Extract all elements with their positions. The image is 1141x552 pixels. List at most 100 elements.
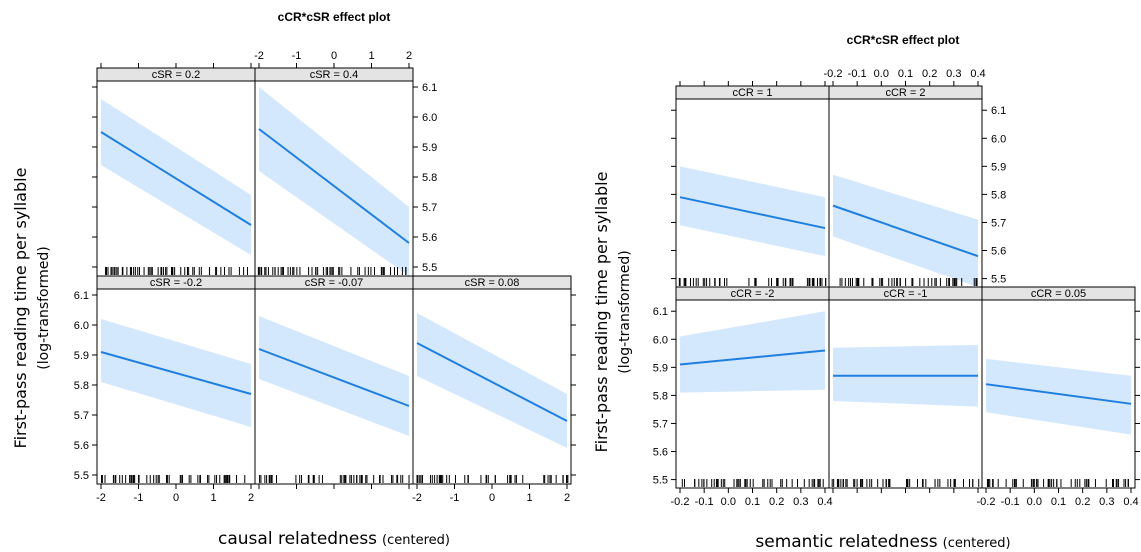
chart-title: cCR*cSR effect plot	[847, 33, 960, 47]
panel-strip-label: cSR = -0.07	[305, 277, 363, 289]
rug	[259, 475, 410, 483]
rug	[416, 475, 569, 483]
confidence-band	[680, 311, 825, 393]
chart-title: cCR*cSR effect plot	[278, 10, 391, 24]
fit-line	[832, 204, 979, 258]
y-axis-label-sub: (log-transformed)	[36, 246, 52, 369]
x-tick-label-bottom: 2	[564, 492, 570, 504]
y-axis-label: First-pass reading time per syllable	[592, 172, 611, 453]
confidence-band	[259, 316, 409, 436]
x-tick-label-top: -1	[292, 50, 302, 62]
x-tick-label-top: 0.4	[970, 68, 985, 80]
x-tick-label-bottom: 2	[248, 492, 254, 504]
panel-strip-label: cCR = 2	[885, 87, 925, 99]
y-axis-label-sub: (log-transformed)	[617, 250, 633, 373]
confidence-band	[417, 313, 567, 448]
fit-line	[258, 128, 410, 244]
rug	[681, 479, 824, 487]
panel-strip	[981, 286, 1136, 301]
x-tick-label-bottom: 0.3	[1099, 496, 1114, 508]
x-tick-label-bottom: 0.1	[745, 496, 760, 508]
y-tick-label-right: 5.5	[422, 262, 437, 274]
confidence-band	[680, 166, 825, 257]
x-axis-label-sub: (centered)	[382, 533, 450, 548]
y-axis-label: First-pass reading time per syllable	[11, 168, 30, 449]
x-axis-label-main: semantic relatedness	[755, 532, 937, 552]
panel-ccr-2: cCR = -2	[675, 286, 830, 489]
y-tick-label-left: 5.8	[74, 380, 89, 392]
fit-line	[679, 349, 826, 366]
panel-strip-label: cCR = -1	[884, 288, 928, 300]
y-tick-label-left: 5.7	[74, 410, 89, 422]
confidence-band	[986, 358, 1131, 435]
x-tick-label-bottom: 0.2	[1075, 496, 1090, 508]
x-tick-label-bottom: 0.4	[817, 496, 832, 508]
y-tick-label-right: 6.1	[422, 82, 437, 94]
x-tick-label-bottom: -0.2	[977, 496, 996, 508]
y-tick-label-left: 5.6	[653, 447, 668, 459]
panel-csr0.08: cSR = 0.08	[412, 275, 572, 485]
rug	[257, 267, 407, 275]
rug	[101, 475, 246, 483]
panel-strip-label: cSR = 0.4	[310, 69, 359, 81]
x-tick-label-top: -0.1	[848, 68, 867, 80]
x-axis-label-sub: (centered)	[943, 536, 1011, 551]
fit-line	[416, 342, 568, 422]
y-tick-label-right: 6.0	[422, 112, 437, 124]
x-axis-label: causal relatedness (centered)	[218, 529, 450, 549]
x-tick-label-bottom: -2	[96, 492, 106, 504]
rug	[986, 479, 1129, 487]
panel-strip-label: cSR = -0.2	[150, 277, 202, 289]
x-tick-label-top: 0.2	[922, 68, 937, 80]
rug	[831, 479, 980, 487]
x-tick-label-bottom: 0	[173, 492, 179, 504]
panel-strip-label: cSR = 0.08	[465, 277, 520, 289]
y-tick-label-right: 6.0	[991, 133, 1006, 145]
x-tick-label-bottom: 0.4	[1123, 496, 1138, 508]
y-tick-label-right: 5.9	[422, 142, 437, 154]
y-tick-label-left: 5.5	[653, 475, 668, 487]
axes: 5.5 5.6 5.7 5.8 5.9 6.0 6.1 5.5 5.6 5.7 5.8 5.9 6.0 6…	[74, 50, 576, 504]
x-tick-label-bottom: -0.2	[671, 496, 690, 508]
panel-csr-0.07: cSR = -0.07	[254, 275, 414, 485]
x-tick-label-bottom: -0.1	[1001, 496, 1020, 508]
y-tick-label-left: 5.8	[653, 390, 668, 402]
panel-strip	[412, 275, 572, 290]
causal-relatedness-effect-plot: cCR*cSR effect plot First-pass reading t…	[11, 10, 576, 549]
semantic-relatedness-effect-plot: cCR*cSR effect plot First-pass reading t…	[592, 33, 1140, 552]
x-tick-label-bottom: -1	[450, 492, 460, 504]
fit-line	[100, 351, 252, 395]
x-tick-label-bottom: -0.1	[695, 496, 714, 508]
y-tick-label-left: 5.9	[74, 350, 89, 362]
y-tick-label-left: 6.0	[653, 334, 668, 346]
x-tick-label-top: 0.3	[946, 68, 961, 80]
y-tick-label-right: 5.9	[991, 161, 1006, 173]
x-tick-label-top: 2	[406, 50, 412, 62]
x-tick-label-bottom: 1	[526, 492, 532, 504]
panel-csr0.4: cSR = 0.4	[254, 67, 414, 277]
confidence-band	[101, 99, 251, 255]
panel-csr-0.2: cSR = -0.2	[96, 275, 256, 485]
x-tick-label-bottom: 0.1	[1051, 496, 1066, 508]
fit-line	[258, 348, 410, 407]
y-tick-label-right: 5.5	[991, 274, 1006, 286]
panel-strip-label: cCR = 1	[732, 87, 772, 99]
fit-line	[679, 196, 826, 230]
axes: 5.5 5.6 5.7 5.8 5.9 6.0 6.1 5.5 5.6 5.7 5.8 5.9 6.0 6…	[653, 68, 1140, 508]
y-tick-label-right: 5.6	[422, 232, 437, 244]
y-tick-label-right: 5.8	[422, 172, 437, 184]
x-tick-label-bottom: -1	[134, 492, 144, 504]
y-tick-label-left: 6.1	[74, 290, 89, 302]
panel-strip-label: cCR = -2	[731, 288, 775, 300]
x-tick-label-bottom: 0.0	[721, 496, 736, 508]
x-tick-label-bottom: 0.2	[769, 496, 784, 508]
x-tick-label-bottom: -2	[412, 492, 422, 504]
y-tick-label-right: 5.6	[991, 246, 1006, 258]
y-tick-label-right: 6.1	[991, 105, 1006, 117]
panel-ccr-1: cCR = -1	[828, 286, 983, 489]
rug	[105, 267, 248, 275]
panel-ccr1: cCR = 1	[675, 85, 830, 288]
y-tick-label-left: 5.7	[653, 418, 668, 430]
x-tick-label-bottom: 1	[210, 492, 216, 504]
